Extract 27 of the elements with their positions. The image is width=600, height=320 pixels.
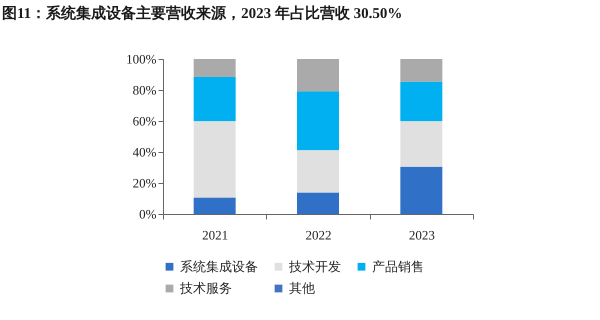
bar: [400, 166, 442, 214]
legend-label: 其他: [289, 280, 315, 296]
bar: [194, 59, 236, 77]
y-tick-label: 0%: [139, 206, 157, 222]
legend-label: 产品销售: [372, 258, 424, 274]
y-tick-label: 40%: [132, 144, 157, 160]
legend-label: 技术服务: [179, 280, 232, 296]
bar: [400, 82, 442, 122]
y-tick-label: 80%: [132, 82, 157, 98]
y-tick-label: 20%: [132, 176, 157, 190]
x-tick-label: 2023: [408, 228, 435, 242]
bar: [297, 150, 339, 193]
bar: [400, 59, 442, 82]
bar: [297, 59, 339, 92]
y-tick-label: 100%: [126, 52, 157, 66]
legend-label: 技术开发: [288, 258, 341, 274]
bar: [297, 192, 339, 214]
bar: [194, 76, 236, 122]
bar: [400, 121, 442, 167]
y-tick-label: 60%: [132, 114, 157, 128]
bar: [297, 91, 339, 150]
x-tick-label: 2022: [306, 228, 332, 242]
x-tick-label: 2021: [202, 228, 228, 242]
chart-title: 图11：系统集成设备主要营收来源，2023 年占比营收 30.50%: [2, 4, 402, 22]
bar: [194, 121, 236, 198]
bar: [194, 198, 236, 214]
legend-label: 系统集成设备: [180, 258, 258, 274]
